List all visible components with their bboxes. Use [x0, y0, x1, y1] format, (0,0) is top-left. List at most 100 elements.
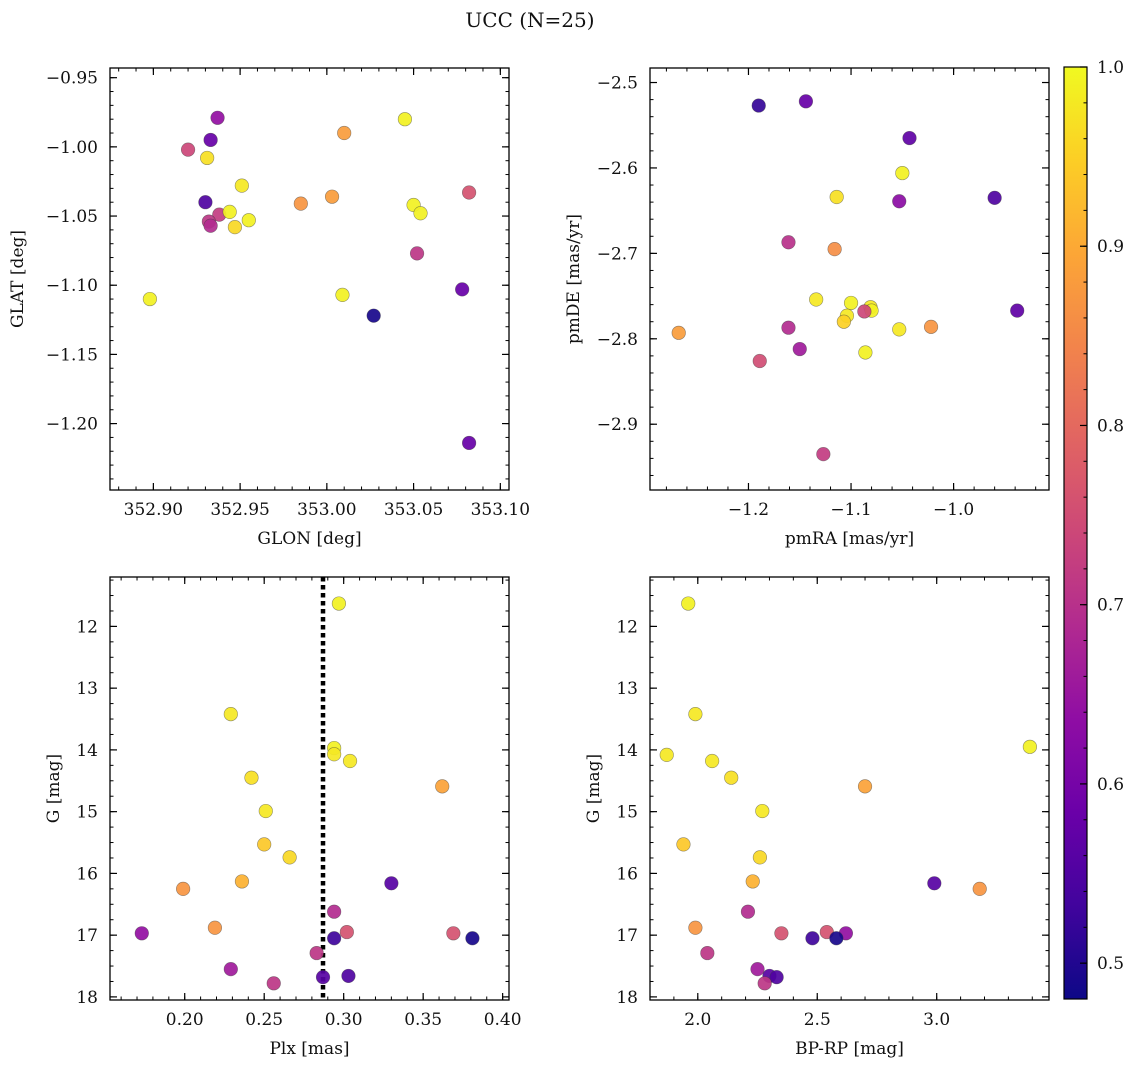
scatter-point	[902, 130, 917, 146]
x-axis-label: Plx [mas]	[269, 1039, 349, 1059]
scatter-point	[327, 931, 342, 946]
x-tick-label: 352.90	[124, 500, 183, 520]
x-tick-label: 353.10	[471, 500, 530, 520]
scatter-point	[266, 976, 281, 991]
y-tick-label: 14	[76, 741, 98, 761]
scatter-point	[705, 753, 720, 769]
scatter-point	[227, 220, 243, 235]
x-tick-label: 3.0	[923, 1010, 950, 1030]
scatter-point	[446, 926, 461, 941]
tick-marks	[650, 68, 1049, 490]
y-tick-label: −1.05	[46, 207, 98, 227]
scatter-point	[462, 435, 477, 451]
scatter-point	[745, 874, 760, 889]
scatter-point	[757, 976, 772, 991]
scatter-point	[750, 962, 765, 977]
scatter-point	[207, 920, 223, 935]
scatter-point	[724, 770, 739, 785]
axes-frame	[649, 67, 1050, 491]
x-axis-label: GLON [deg]	[257, 529, 361, 549]
x-tick-label: −1.1	[830, 500, 871, 520]
scatter-point	[203, 132, 218, 148]
scatter-point	[781, 320, 796, 335]
scatter-point	[331, 596, 347, 611]
scatter-point	[892, 194, 907, 209]
colorbar-tick-label: 0.9	[1097, 237, 1124, 257]
y-tick-label: 12	[76, 617, 98, 637]
scatter-point	[180, 142, 196, 157]
axes-frame	[649, 576, 1050, 1001]
y-axis-label: G [mag]	[584, 754, 604, 823]
scatter-point	[409, 246, 425, 261]
x-tick-label: −1.0	[933, 500, 974, 520]
scatter-point	[829, 189, 844, 205]
x-tick-label: 0.35	[404, 1010, 442, 1030]
scatter-point	[857, 779, 873, 794]
scatter-point	[751, 98, 766, 113]
scatter-point	[659, 747, 674, 762]
scatter-point	[176, 881, 191, 896]
tick-marks	[110, 577, 509, 1000]
y-axis-label: G [mag]	[44, 754, 64, 823]
scatter-point	[435, 779, 450, 794]
scatter-point	[781, 235, 796, 250]
scatter-point	[769, 970, 784, 985]
scatter-point	[134, 926, 149, 941]
tick-marks	[649, 577, 1049, 1000]
scatter-point	[324, 189, 340, 204]
scatter-point	[895, 165, 910, 181]
scatter-point	[342, 753, 358, 769]
scatter-point	[309, 945, 324, 961]
scatter-point	[829, 931, 844, 946]
y-axis-label: pmDE [mas/yr]	[564, 214, 584, 344]
scatter-point	[688, 920, 703, 935]
scatter-point	[198, 195, 213, 210]
y-tick-label: 16	[616, 864, 638, 884]
scatter-point	[222, 204, 237, 219]
scatter-point	[293, 196, 308, 211]
scatter-point	[223, 706, 238, 722]
panels: 352.90 352.95 353.00 353.05 353.10−0.95−1.00…	[8, 67, 1050, 1059]
scatter-point	[676, 837, 691, 852]
y-tick-label: −1.10	[46, 276, 98, 296]
scatter-point	[843, 295, 859, 311]
figure-title: UCC (N=25)	[465, 8, 594, 32]
x-tick-label: 0.20	[166, 1010, 204, 1030]
scatter-point	[774, 926, 789, 941]
y-tick-label: 15	[616, 803, 638, 823]
y-tick-label: 16	[76, 864, 98, 884]
scatter-point	[681, 596, 696, 611]
y-tick-label: 17	[616, 926, 638, 946]
y-tick-label: 18	[616, 988, 638, 1008]
scatter-point	[752, 850, 768, 865]
axes-frame	[109, 67, 510, 491]
y-tick-label: 13	[616, 679, 638, 699]
y-tick-label: −2.5	[597, 74, 638, 94]
x-tick-label: 353.05	[384, 500, 443, 520]
scatter-point	[241, 213, 256, 228]
scatter-point	[816, 447, 831, 462]
scatter-point	[234, 874, 250, 889]
scatter-point	[671, 325, 686, 340]
panel-pmra-pmde: −1.2 −1.1 −1.0 −2.5 −2.6 −2.7 −2.8 −2.9 pmRA [ma…	[564, 67, 1050, 549]
scatter-point	[892, 322, 907, 337]
colorbar-tick-label: 0.5	[1097, 954, 1124, 974]
x-tick-label: 2.5	[804, 1010, 831, 1030]
x-tick-label: 0.30	[325, 1010, 363, 1030]
x-axis-label: pmRA [mas/yr]	[785, 529, 914, 549]
scatter-point	[337, 125, 352, 141]
scatter-point	[752, 353, 767, 369]
scatter-point	[335, 287, 350, 303]
scatter-point	[927, 876, 942, 891]
y-tick-label: 17	[76, 926, 98, 946]
y-tick-label: 14	[616, 741, 638, 761]
y-axis-label: GLAT [deg]	[8, 230, 28, 328]
scatter-point	[857, 304, 872, 319]
panel-bprp-g: 2.0 2.5 3.0 12 13 14 15 16 17 18 BP-RP [mag] G [mag…	[584, 576, 1050, 1059]
scatter-point	[827, 242, 842, 257]
panel-glon-glat: 352.90 352.95 353.00 353.05 353.10 −0.95 −1.00…	[8, 67, 530, 549]
scatter-point	[1010, 303, 1025, 318]
scatter-point	[341, 968, 356, 984]
y-tick-label: −1.20	[46, 415, 98, 435]
